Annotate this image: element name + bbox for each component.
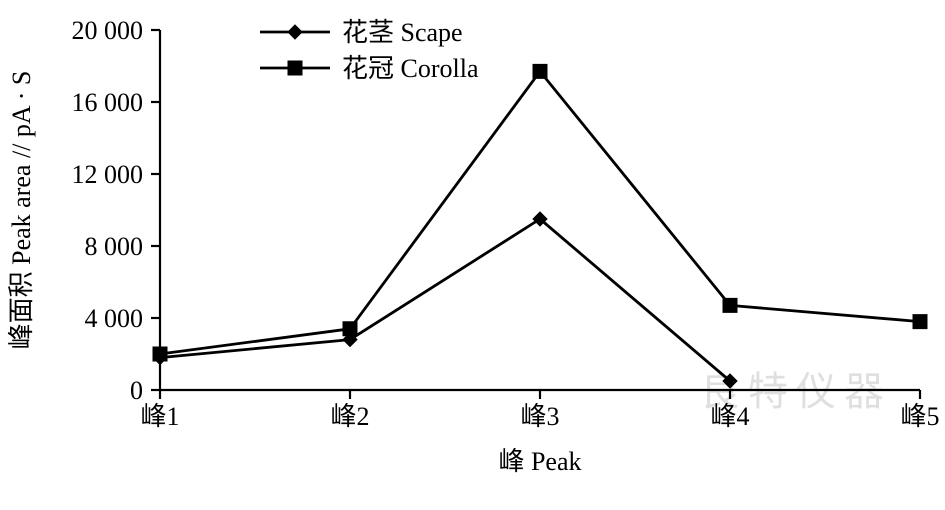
x-tick-label: 峰5 bbox=[900, 402, 939, 431]
y-tick-label: 12 000 bbox=[72, 160, 144, 189]
y-tick-label: 8 000 bbox=[85, 232, 144, 261]
legend-marker-corolla bbox=[288, 61, 302, 75]
y-tick-label: 0 bbox=[130, 376, 143, 405]
legend-label-corolla: 花冠 Corolla bbox=[342, 54, 479, 83]
y-tick-label: 20 000 bbox=[72, 16, 144, 45]
chart-container: 04 0008 00012 00016 00020 000峰1峰2峰3峰4峰5峰… bbox=[0, 0, 945, 510]
y-axis-title: 峰面积 Peak area // pA · S bbox=[7, 71, 36, 350]
series-marker-corolla bbox=[723, 298, 737, 312]
series-marker-corolla bbox=[913, 315, 927, 329]
x-axis-title: 峰 Peak bbox=[498, 447, 581, 476]
legend-label-scape: 花茎 Scape bbox=[342, 18, 463, 47]
watermark-text: 良特仪器 bbox=[700, 370, 892, 414]
y-tick-label: 4 000 bbox=[85, 304, 144, 333]
y-tick-label: 16 000 bbox=[72, 88, 144, 117]
series-marker-corolla bbox=[533, 64, 547, 78]
series-marker-corolla bbox=[153, 347, 167, 361]
series-marker-corolla bbox=[343, 322, 357, 336]
x-tick-label: 峰2 bbox=[330, 402, 369, 431]
x-tick-label: 峰3 bbox=[520, 402, 559, 431]
chart-svg: 04 0008 00012 00016 00020 000峰1峰2峰3峰4峰5峰… bbox=[0, 0, 945, 510]
x-tick-label: 峰1 bbox=[140, 402, 179, 431]
